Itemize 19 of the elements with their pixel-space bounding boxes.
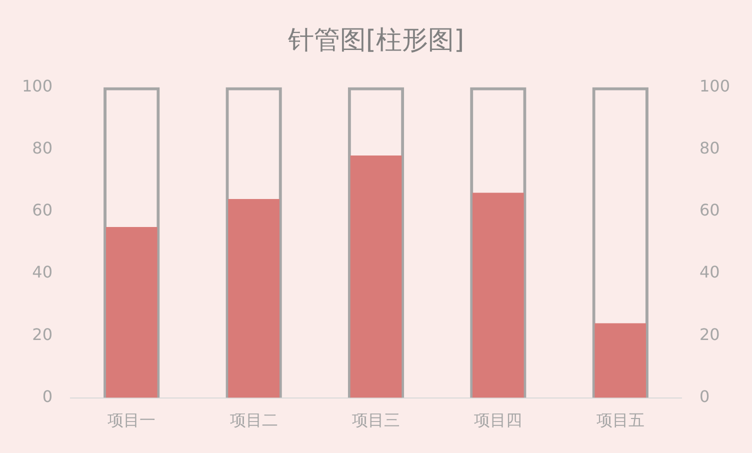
y2-tick-label: 40 xyxy=(699,262,720,282)
x-tick-label: 项目一 xyxy=(108,410,156,430)
y-tick-label: 40 xyxy=(32,262,53,282)
y-tick-label: 60 xyxy=(32,200,53,220)
y-tick-label: 0 xyxy=(42,386,53,406)
x-tick-label: 项目三 xyxy=(352,410,400,430)
x-tick-label: 项目二 xyxy=(230,410,278,430)
x-tick-label: 项目五 xyxy=(596,410,644,430)
y2-tick-label: 0 xyxy=(699,386,710,406)
y2-tick-label: 80 xyxy=(699,138,720,158)
chart-title: 针管图[柱形图] xyxy=(286,25,464,56)
y-tick-label: 80 xyxy=(32,138,53,158)
y-tick-label: 20 xyxy=(32,324,53,344)
y-tick-label: 100 xyxy=(22,76,53,96)
y2-tick-label: 100 xyxy=(699,76,730,96)
y2-tick-label: 60 xyxy=(699,200,720,220)
x-tick-label: 项目四 xyxy=(474,410,522,430)
y2-tick-label: 20 xyxy=(699,324,720,344)
bar xyxy=(594,323,646,398)
